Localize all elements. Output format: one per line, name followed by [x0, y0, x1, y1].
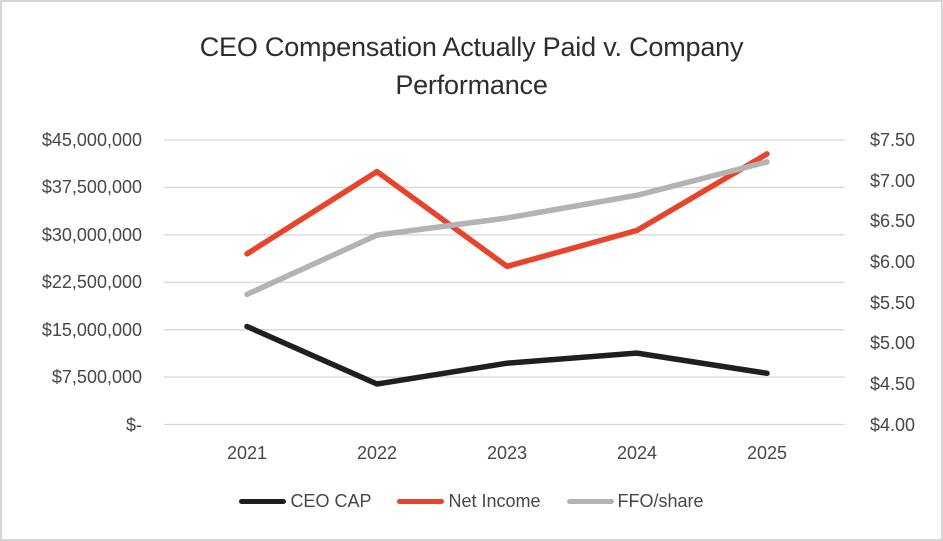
y-axis-tick-label: $45,000,000: [41, 130, 142, 150]
legend-label: CEO CAP: [290, 491, 372, 511]
y-axis-tick-label: $22,500,000: [41, 272, 142, 293]
series-line-ceo-cap: [244, 323, 770, 387]
y2-axis-tick-label: $6.50: [870, 211, 916, 232]
y2-axis-tick-label: $4.00: [870, 414, 916, 435]
legend-item-ffo-share: FFO/share: [566, 491, 704, 512]
x-axis-tick-label: 2024: [616, 443, 658, 463]
y-axis-tick-label: $7,500,000: [51, 367, 142, 388]
legend-item-ceo-cap: CEO CAP: [239, 491, 371, 512]
y-axis-tick-label: $37,500,000: [41, 177, 142, 198]
y-axis-tick-label: $15,000,000: [41, 319, 142, 340]
y2-axis-tick-label: $7.00: [870, 170, 916, 191]
y-axis-tick-label: $-: [125, 414, 142, 435]
legend-label: Net Income: [448, 491, 541, 511]
x-axis-tick-label: 2022: [356, 443, 398, 463]
legend-label: FFO/share: [617, 491, 704, 511]
y2-axis-tick-label: $4.50: [870, 373, 916, 394]
chart-title-line-1: CEO Compensation Actually Paid v. Compan…: [199, 32, 744, 62]
chart-title: CEO Compensation Actually Paid v. Compan…: [2, 28, 941, 104]
y2-axis-tick-label: $7.50: [870, 130, 916, 150]
x-axis-tick-label: 2023: [486, 443, 528, 463]
y2-axis-tick-label: $5.00: [870, 333, 916, 354]
legend-item-net-income: Net Income: [397, 491, 541, 512]
chart-title-line-2: Performance: [395, 70, 548, 100]
y2-axis-tick-label: $5.50: [870, 292, 916, 313]
legend: CEO CAP Net Income FFO/share: [2, 491, 941, 512]
legend-line-swatch-ceo-cap: [239, 499, 287, 504]
legend-line-swatch-ffo-share: [566, 499, 614, 504]
y-axis-tick-label: $30,000,000: [41, 224, 142, 245]
legend-line-swatch-net-income: [397, 499, 445, 504]
series-line-net-income: [244, 151, 770, 270]
series-line-ffo-share: [244, 159, 770, 298]
x-axis-tick-label: 2021: [226, 443, 268, 463]
x-axis-tick-label: 2025: [746, 443, 788, 463]
y2-axis-tick-label: $6.00: [870, 251, 916, 272]
